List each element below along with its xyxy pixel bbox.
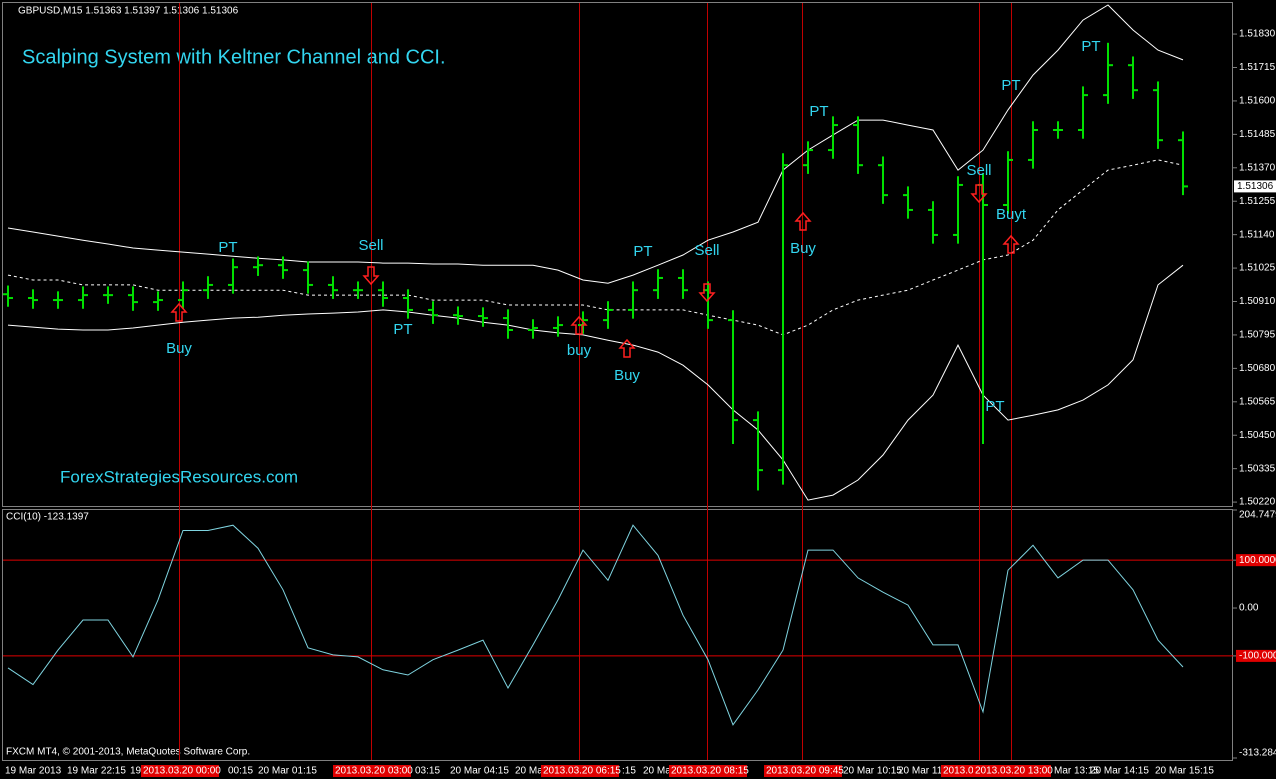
x-tick-label: 20 Mar 15:15 [1155,766,1214,777]
signal-label: Sell [694,242,719,259]
y-tick-label: 1.51830 [1239,29,1276,40]
buy-arrow [1002,234,1020,254]
signal-label: PT [809,103,828,120]
y-tick-label: 1.51370 [1239,162,1276,173]
x-tick-label: 20 Mar 11 [898,766,943,777]
price-marker: 1.51306 [1237,181,1274,192]
time-marker-label: 2013.03.20 08:15 [671,766,749,777]
time-marker-label: 2013.03.20 06:15 [543,766,621,777]
time-marker-box [669,765,747,777]
signal-label: buy [567,342,592,359]
chart-title: Scalping System with Keltner Channel and… [22,46,446,68]
signal-label: Sell [966,162,991,179]
sell-arrow [698,283,716,303]
y-tick-label: 1.51025 [1239,263,1276,274]
signal-label: PT [985,398,1004,415]
y-tick-label: 1.51485 [1239,129,1276,140]
buy-arrow [618,338,636,358]
time-marker-box [973,765,1051,777]
x-tick-label: 19 [130,766,142,777]
x-tick-label: 20 Mar 14:15 [1090,766,1149,777]
level-label-box [1236,554,1276,567]
x-tick-label: 20 Ma [515,766,543,777]
x-tick-label: 20 Ma [643,766,671,777]
cci-title: CCI(10) -123.1397 [6,512,89,523]
y-tick-label: 1.50565 [1239,396,1276,407]
time-marker-label: 2013.0 [943,766,974,777]
signal-label: Buy [166,340,192,357]
y-tick-label: 1.50335 [1239,463,1276,474]
signal-label: Buy [790,240,816,257]
y-tick-label: 1.50910 [1239,296,1276,307]
signal-label: PT [1081,38,1100,55]
y-tick-label: 1.51600 [1239,96,1276,107]
x-tick-label: 19 Mar 22:15 [67,766,126,777]
buy-arrow [794,211,812,231]
cci-panel-frame [2,509,1233,761]
time-marker-box [333,765,411,777]
time-marker-box [541,765,619,777]
x-tick-label: 20 Mar 04:15 [450,766,509,777]
keltner-middle [7,159,1184,336]
x-tick-label: Mar 13:15 [1054,766,1099,777]
price-panel-frame [2,2,1233,507]
x-tick-label: 03:15 [415,766,440,777]
keltner-lower [7,264,1184,501]
level-label-box [1236,649,1276,662]
sell-arrow [970,184,988,204]
cci-line [7,524,1184,726]
footer: FXCM MT4, © 2001-2013, MetaQuotes Softwa… [6,747,250,758]
x-tick-label: 00:15 [228,766,253,777]
y-tick-label: 1.51255 [1239,196,1276,207]
symbol-info: GBPUSD,M15 1.51363 1.51397 1.51306 1.513… [18,6,239,17]
signal-label: Buyt [996,206,1027,223]
y-tick-label: 1.51715 [1239,62,1276,73]
keltner-upper [7,4,1184,284]
y-tick-label: 1.50450 [1239,430,1276,441]
sell-arrow [362,266,380,286]
y-tick-label: 0.00 [1239,603,1259,614]
buy-arrow [570,315,588,335]
x-tick-label: 20 Mar 10:15 [843,766,902,777]
time-marker-label: 2013.03.20 00:00 [143,766,221,777]
y-tick-label: 204.7479 [1239,510,1276,521]
time-marker-label: 2013.03.20 03:00 [335,766,413,777]
signal-label: Buy [614,367,640,384]
x-tick-label: 19 Mar 2013 [5,766,62,777]
price-marker-box [1234,180,1276,193]
signal-label: PT [393,321,412,338]
signal-label: PT [1001,77,1020,94]
y-tick-label: 1.50680 [1239,363,1276,374]
time-marker-box [141,765,219,777]
time-marker-label: 2013.03.20 09:45 [766,766,844,777]
x-tick-label: 20 Mar 01:15 [258,766,317,777]
y-tick-label: 1.50795 [1239,330,1276,341]
y-tick-label: 1.50220 [1239,497,1276,508]
y-tick-label: -313.2847 [1239,748,1276,759]
time-marker-box [764,765,842,777]
signal-label: PT [633,243,652,260]
signal-label: PT [218,239,237,256]
x-tick-label: :15 [622,766,636,777]
signal-label: Sell [358,237,383,254]
buy-arrow [170,302,188,322]
time-marker-label: 2013.03.20 13:00 [975,766,1053,777]
y-tick-label: 1.51140 [1239,229,1275,240]
time-marker-box [941,765,973,777]
